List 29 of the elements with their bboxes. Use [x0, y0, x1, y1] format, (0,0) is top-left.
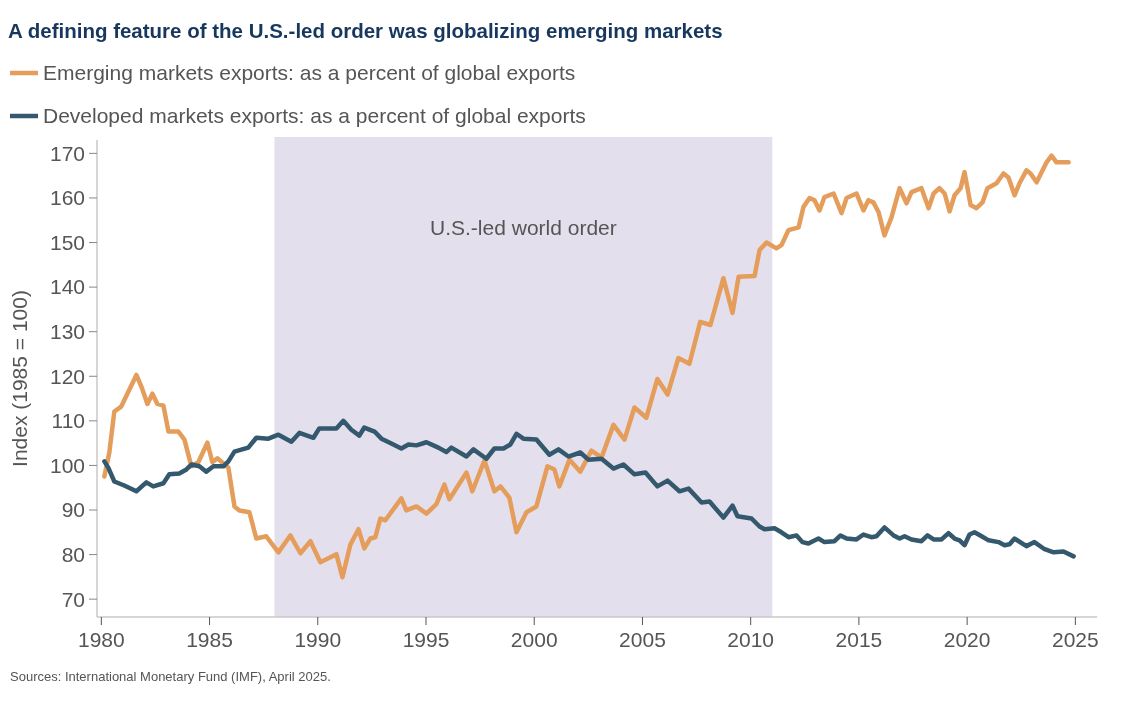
y-tick-label: 80 [61, 542, 85, 566]
y-tick-label: 130 [49, 320, 85, 344]
line-series [102, 418, 1076, 559]
y-tick-label: 90 [61, 498, 85, 522]
x-tick-label: 1995 [402, 628, 450, 651]
x-tick-label: 1985 [186, 628, 233, 651]
y-tick-label: 100 [49, 453, 85, 477]
source-note: Sources: International Monetary Fund (IMF), April 2025. [10, 669, 331, 684]
y-tick-label: 110 [51, 409, 85, 433]
line-series [102, 153, 1071, 580]
x-tick-label: 2020 [943, 628, 991, 651]
x-tick-label: 2000 [510, 628, 558, 651]
y-tick-label: 170 [49, 141, 85, 165]
chart-title: A defining feature of the U.S.-led order was globalizing emerging markets [8, 19, 723, 42]
y-tick-label: 150 [49, 230, 85, 254]
legend-label: Developed markets exports: as a percent of global exports [43, 104, 586, 127]
y-tick-label: 160 [49, 186, 85, 210]
x-tick-label: 2005 [619, 628, 666, 651]
band-label: U.S.-led world order [430, 216, 617, 239]
y-tick-label: 120 [49, 364, 85, 388]
y-tick-label: 70 [61, 587, 85, 611]
y-axis-title: Index (1985 = 100) [8, 290, 31, 467]
y-tick-label: 140 [49, 275, 85, 299]
x-tick-label: 1990 [294, 628, 342, 651]
x-tick-label: 2015 [835, 628, 883, 651]
x-tick-label: 1980 [77, 628, 125, 651]
x-tick-label: 2025 [1052, 628, 1099, 651]
legend-label: Emerging markets exports: as a percent of global exports [43, 61, 576, 84]
x-tick-label: 2010 [727, 628, 775, 651]
